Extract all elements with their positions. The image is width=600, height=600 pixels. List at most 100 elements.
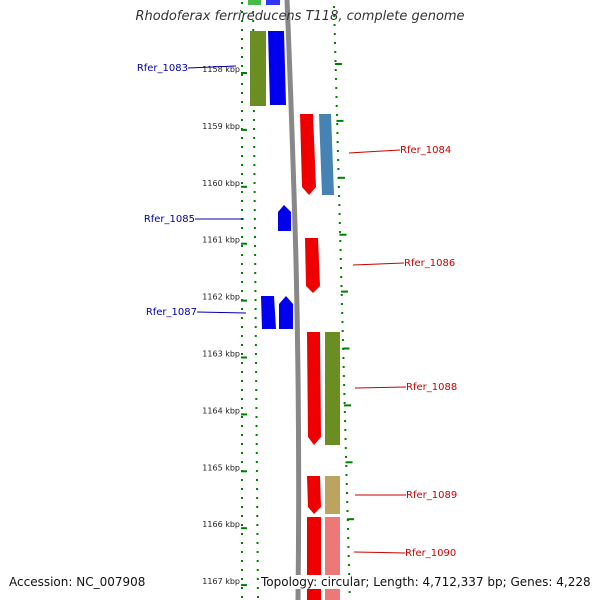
ring-dot [241,191,243,193]
ring-dot [340,294,343,296]
ring-dot [345,483,348,485]
ring-dot [337,159,340,161]
ring-dot [241,479,243,481]
ring-dot [241,533,243,535]
ring-dot [241,290,243,292]
ring-dot [241,416,243,418]
ring-dot [255,380,258,382]
feature-olive-1088 [325,332,340,445]
ring-dot [252,29,255,31]
ring-dot [253,155,256,157]
ring-dot [333,24,336,26]
ring-dot [241,227,243,229]
feature-olive-1083 [250,31,266,106]
ring-dot [339,240,342,242]
gene-label[interactable]: Rfer_1089 [406,490,457,501]
label-leader-line [353,551,406,554]
feature-green-top [248,0,261,5]
ring-dot [335,105,338,107]
ring-dot [253,146,256,148]
tick-label: 1159 kbp [202,122,240,131]
genome-backbone [284,0,302,600]
ring-dot [255,425,258,427]
gene-label[interactable]: Rfer_1085 [144,214,195,225]
ring-dot [336,132,339,134]
ring-dot [241,263,243,265]
tick-mark [241,470,247,473]
ring-dot [344,447,347,449]
label-leader-line [348,149,401,154]
ring-dot [241,515,243,517]
ring-dot [338,204,341,206]
gene-label[interactable]: Rfer_1083 [137,63,188,74]
label-leader-line [354,386,407,389]
ring-dot [256,551,259,553]
ring-dot [241,551,243,553]
feature-blue-1083 [268,31,286,105]
ring-dot [338,213,341,215]
ring-dot [348,573,351,575]
ring-dot [334,42,337,44]
ring-dot [342,357,345,359]
ring-dot [254,344,257,346]
reverse-features [300,114,340,600]
label-leader-line [352,262,405,266]
tick-mark [342,347,350,350]
ring-dot [341,321,344,323]
ring-dot [241,110,243,112]
ring-dot [256,542,259,544]
ring-dot [256,524,259,526]
ring-dot [241,119,243,121]
ring-dot [255,461,258,463]
gene-label[interactable]: Rfer_1087 [146,307,197,318]
ring-dot [254,263,257,265]
ring-dot [254,245,257,247]
tick-label: 1160 kbp [202,179,240,188]
tick-label: 1163 kbp [202,350,240,359]
ring-dot [335,96,338,98]
ring-dot [241,335,243,337]
ring-dot [347,555,350,557]
gene-label[interactable]: Rfer_1088 [406,382,457,393]
ring-dot [255,452,258,454]
ring-dot [339,258,342,260]
ring-dot [338,195,341,197]
ring-dot [252,119,255,121]
ring-dot [241,11,243,13]
ring-dot [255,479,258,481]
ring-dot [256,569,259,571]
accession-text: Accession: NC_007908 [8,575,147,589]
ring-dot [336,141,339,143]
gene-labels: Rfer_1083 Rfer_1084 Rfer_1085 Rfer_1086 Rfer… [137,63,457,559]
ring-dot [241,344,243,346]
gene-label[interactable]: Rfer_1086 [404,258,455,269]
feature-red-1084 [300,114,316,195]
tick-mark [241,72,247,74]
ring-dot [254,353,257,355]
ring-dot [241,389,243,391]
ring-dot [253,173,256,175]
feature-steelblue-1084 [319,114,334,195]
ring-dot [253,164,256,166]
gene-label[interactable]: Rfer_1084 [400,145,451,156]
ring-dot [256,533,259,535]
ring-dot [241,317,243,319]
gene-label[interactable]: Rfer_1090 [405,548,456,559]
ring-dot [347,564,350,566]
ring-dot [241,569,243,571]
ring-dot [344,420,347,422]
ring-dot [341,339,344,341]
ring-dot [255,407,258,409]
ring-dot [241,65,243,67]
ring-dot [333,33,336,35]
ring-dot [343,384,346,386]
feature-red-1089 [307,476,321,514]
ring-dot [344,429,347,431]
feature-red-1086 [305,238,320,293]
ring-dot [341,330,344,332]
ring-dot [241,506,243,508]
ring-dot [255,389,258,391]
ring-dot [341,312,344,314]
ring-dot [345,456,348,458]
ring-dot [256,515,259,517]
